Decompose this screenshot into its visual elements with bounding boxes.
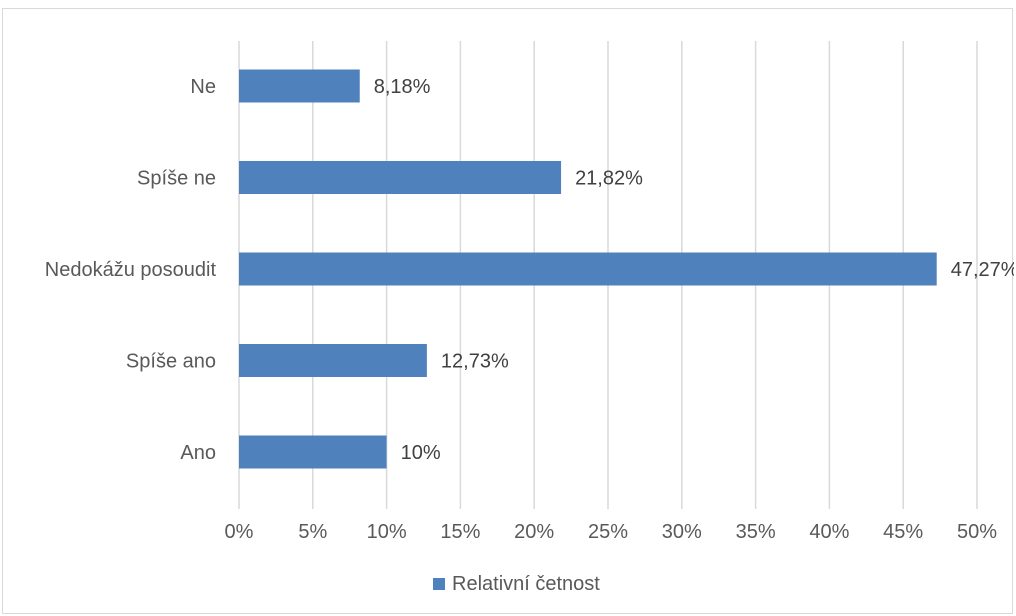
x-tick-label: 0% [225,521,254,543]
legend-swatch [433,578,445,590]
x-tick-label: 25% [588,521,628,543]
x-tick-label: 10% [367,521,407,543]
category-label: Ano [180,442,216,464]
x-tick-label: 5% [298,521,327,543]
bar-0 [239,69,360,103]
legend-label: Relativní četnost [452,573,600,595]
bar-chart: 0% 5% 10% 15% 20% 25% 30% 35% 40% 45% 50% Ne 8,18% Sp… [45,41,1014,595]
x-tick-label: 15% [440,521,480,543]
category-label: Spíše ano [126,351,216,373]
x-tick-label: 35% [736,521,776,543]
category-label: Nedokážu posoudit [45,259,217,281]
x-tick-label: 40% [809,521,849,543]
category-label: Ne [190,76,216,98]
x-tick-label: 20% [514,521,554,543]
x-tick-label: 45% [883,521,923,543]
data-label: 47,27% [951,259,1014,281]
bar-4 [239,435,387,469]
x-tick-label: 50% [957,521,997,543]
bar-3 [239,344,427,377]
chart-frame: 0% 5% 10% 15% 20% 25% 30% 35% 40% 45% 50% Ne 8,18% Sp… [2,8,1014,614]
data-label: 12,73% [441,351,509,373]
bar-2 [239,252,937,286]
category-label: Spíše ne [137,168,216,190]
data-label: 8,18% [374,76,431,98]
x-tick-label: 30% [662,521,702,543]
data-label: 10% [401,442,441,464]
bar-1 [239,161,562,194]
data-label: 21,82% [575,168,643,190]
